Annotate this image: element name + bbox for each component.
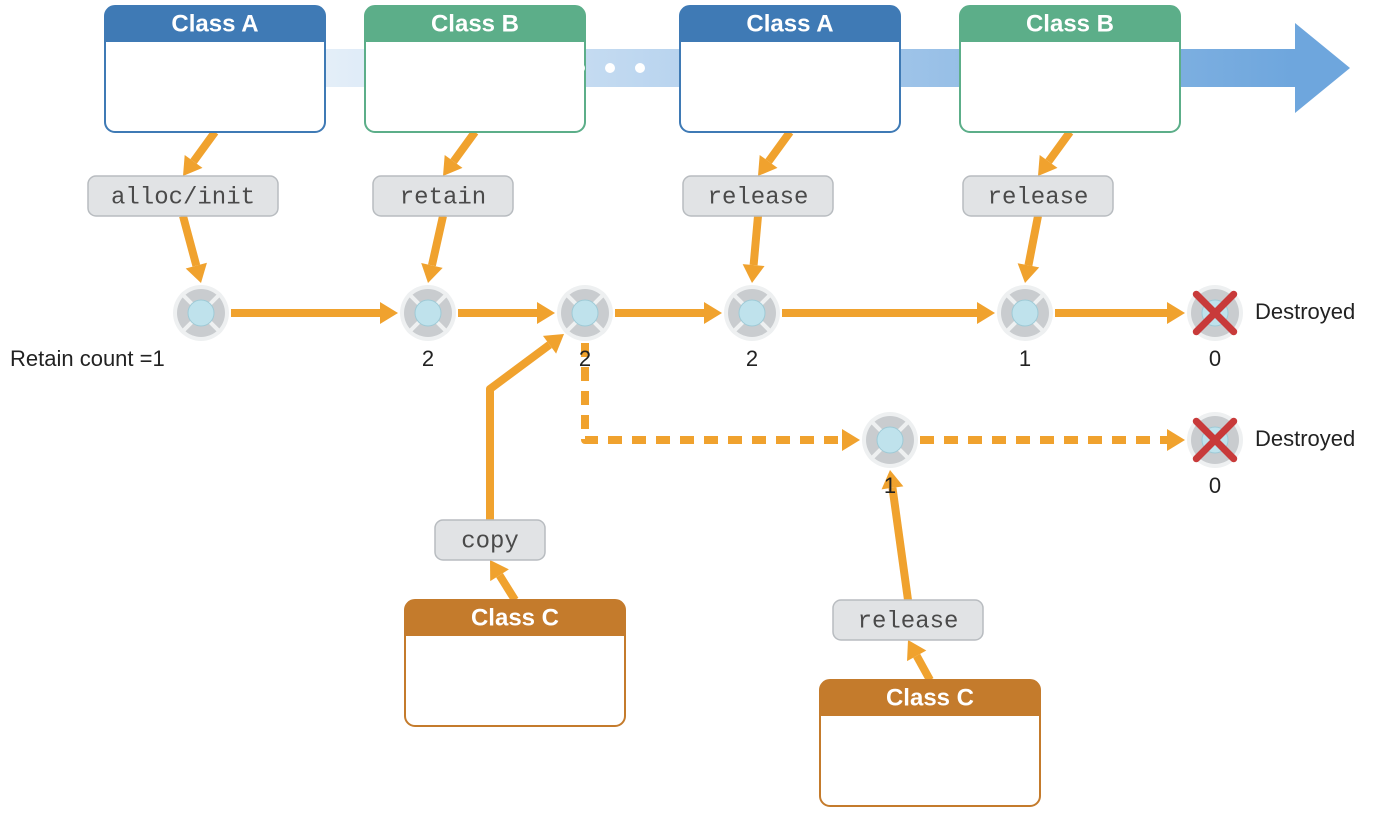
memory-diagram: Class A Class B Class A Class B Class C Class… (0, 0, 1393, 822)
class-box-label: Class B (1026, 10, 1114, 37)
class-box-classC1: Class C (405, 600, 625, 726)
operation-pill-p_alloc: alloc/init (88, 176, 278, 216)
operation-pill-p_release3: release (833, 600, 983, 640)
operation-pill-p_release2: release (963, 176, 1113, 216)
class-box-classA2: Class A (680, 6, 900, 132)
operation-pill-label: release (858, 608, 959, 635)
class-box-label: Class B (431, 10, 519, 37)
retain-node-n1 (173, 285, 229, 341)
class-box-label: Class A (171, 10, 258, 37)
retain-count-label: Retain count =1 (10, 346, 165, 371)
class-boxes: Class A Class B Class A Class B Class C Class… (105, 6, 1180, 806)
retain-count-label: 1 (884, 473, 896, 498)
operation-pill-label: retain (400, 184, 486, 211)
retain-node-n4 (724, 285, 780, 341)
retain-count-label: 0 (1209, 346, 1221, 371)
class-box-label: Class C (471, 604, 559, 631)
retain-count-label: 1 (1019, 346, 1031, 371)
destroyed-label: Destroyed (1255, 299, 1355, 324)
class-box-classC2: Class C (820, 680, 1040, 806)
operation-pill-p_copy: copy (435, 520, 545, 560)
operation-pills: alloc/init retain release release copy releas… (88, 176, 1113, 640)
class-box-label: Class A (746, 10, 833, 37)
retain-node-n2 (400, 285, 456, 341)
destroyed-label: Destroyed (1255, 426, 1355, 451)
retain-count-label: 2 (422, 346, 434, 371)
retain-node-n5 (997, 285, 1053, 341)
class-box-classB1: Class B (365, 6, 585, 132)
retain-count-label: 2 (579, 346, 591, 371)
retain-count-label: 2 (746, 346, 758, 371)
operation-pill-label: release (988, 184, 1089, 211)
operation-pill-label: release (708, 184, 809, 211)
retain-node-n7 (862, 412, 918, 468)
operation-pill-label: copy (461, 528, 519, 555)
retain-node-n6 (1187, 285, 1243, 341)
class-box-label: Class C (886, 684, 974, 711)
retain-node-n8 (1187, 412, 1243, 468)
retain-node-n3 (557, 285, 613, 341)
retain-count-label: 0 (1209, 473, 1221, 498)
operation-pill-p_retain: retain (373, 176, 513, 216)
class-box-classB2: Class B (960, 6, 1180, 132)
class-box-classA1: Class A (105, 6, 325, 132)
operation-pill-label: alloc/init (111, 184, 255, 211)
operation-pill-p_release1: release (683, 176, 833, 216)
